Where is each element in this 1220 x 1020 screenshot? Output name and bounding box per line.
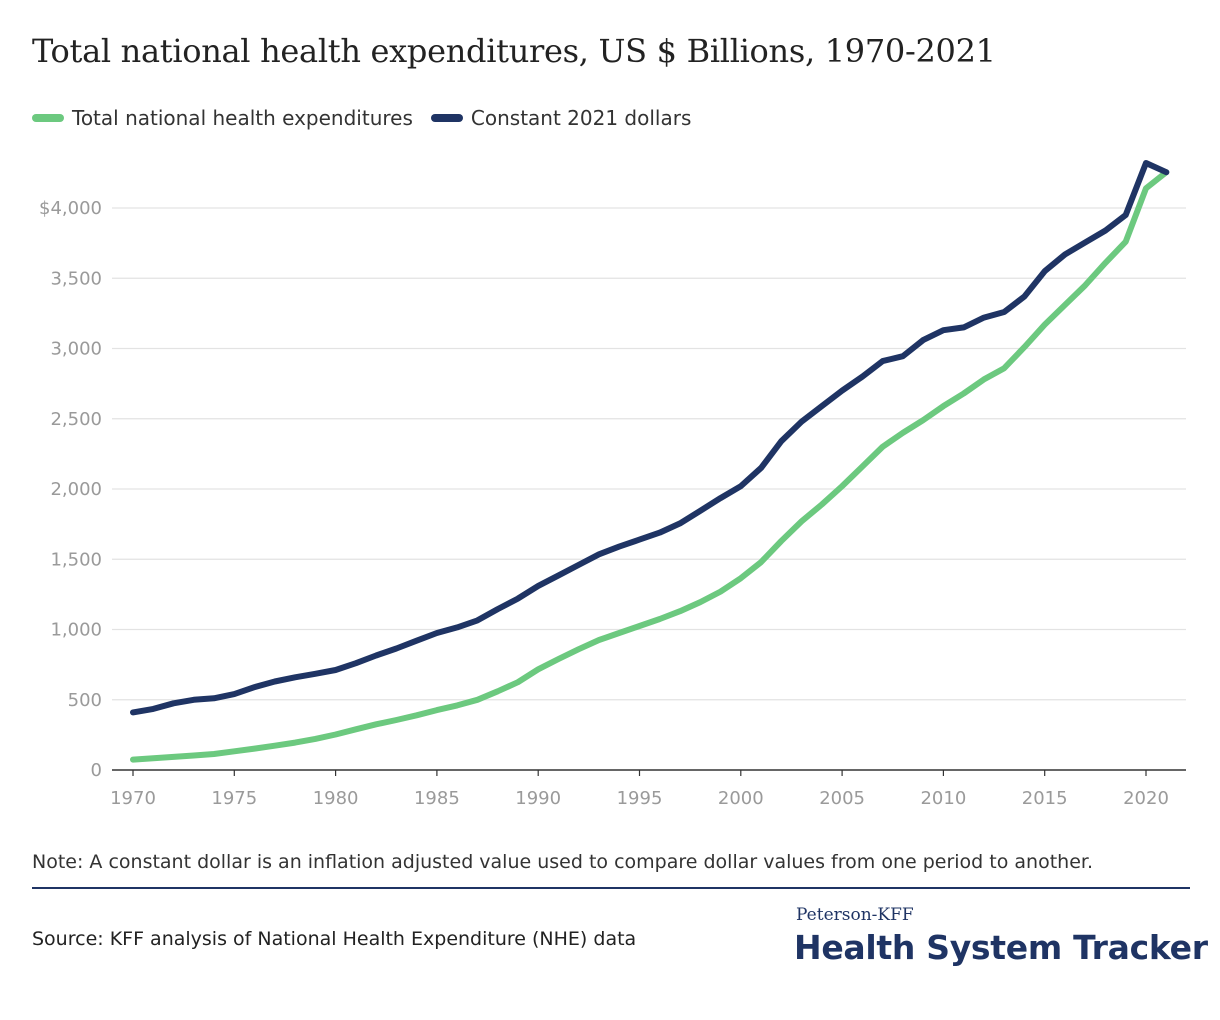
y-tick-label: 1,500 [50, 549, 102, 570]
x-tick-label: 1970 [110, 788, 156, 809]
footnote: Note: A constant dollar is an inflation … [32, 851, 1093, 873]
y-tick-label: 1,000 [50, 620, 102, 641]
x-tick-label: 2020 [1123, 788, 1169, 809]
x-tick-label: 1975 [211, 788, 257, 809]
brand-logo: Health System Tracker [794, 928, 1208, 967]
legend-label-constant: Constant 2021 dollars [470, 106, 692, 130]
y-tick-label: 3,500 [50, 268, 102, 289]
x-tick-label: 2000 [718, 788, 764, 809]
x-tick-label: 2015 [1022, 788, 1068, 809]
y-tick-label: 2,500 [50, 409, 102, 430]
series-line-total [130, 169, 1170, 763]
series-line-constant-dollars [130, 160, 1170, 716]
brand-name-small: Peterson-KFF [796, 905, 914, 925]
y-tick-label: 3,000 [50, 339, 102, 360]
x-tick-label: 1980 [313, 788, 359, 809]
legend-swatch-constant [430, 114, 463, 122]
y-tick-label: 0 [91, 760, 102, 781]
y-tick-label: 500 [68, 690, 102, 711]
source-text: Source: KFF analysis of National Health … [32, 928, 637, 950]
x-tick-label: 2010 [920, 788, 966, 809]
x-tick-label: 2005 [819, 788, 865, 809]
legend-item-constant: Constant 2021 dollars [430, 106, 692, 130]
legend-swatch-total [32, 114, 64, 122]
x-tick-label: 1995 [617, 788, 663, 809]
footer-divider [32, 887, 1190, 889]
legend: Total national health expenditures Const… [32, 106, 709, 130]
y-tick-label: $4,000 [39, 198, 102, 219]
x-tick-label: 1990 [515, 788, 561, 809]
chart-title: Total national health expenditures, US $… [32, 32, 996, 70]
x-tick-label: 1985 [414, 788, 460, 809]
legend-item-total: Total national health expenditures [32, 106, 413, 130]
legend-label-total: Total national health expenditures [72, 106, 413, 130]
y-tick-label: 2,000 [50, 479, 102, 500]
